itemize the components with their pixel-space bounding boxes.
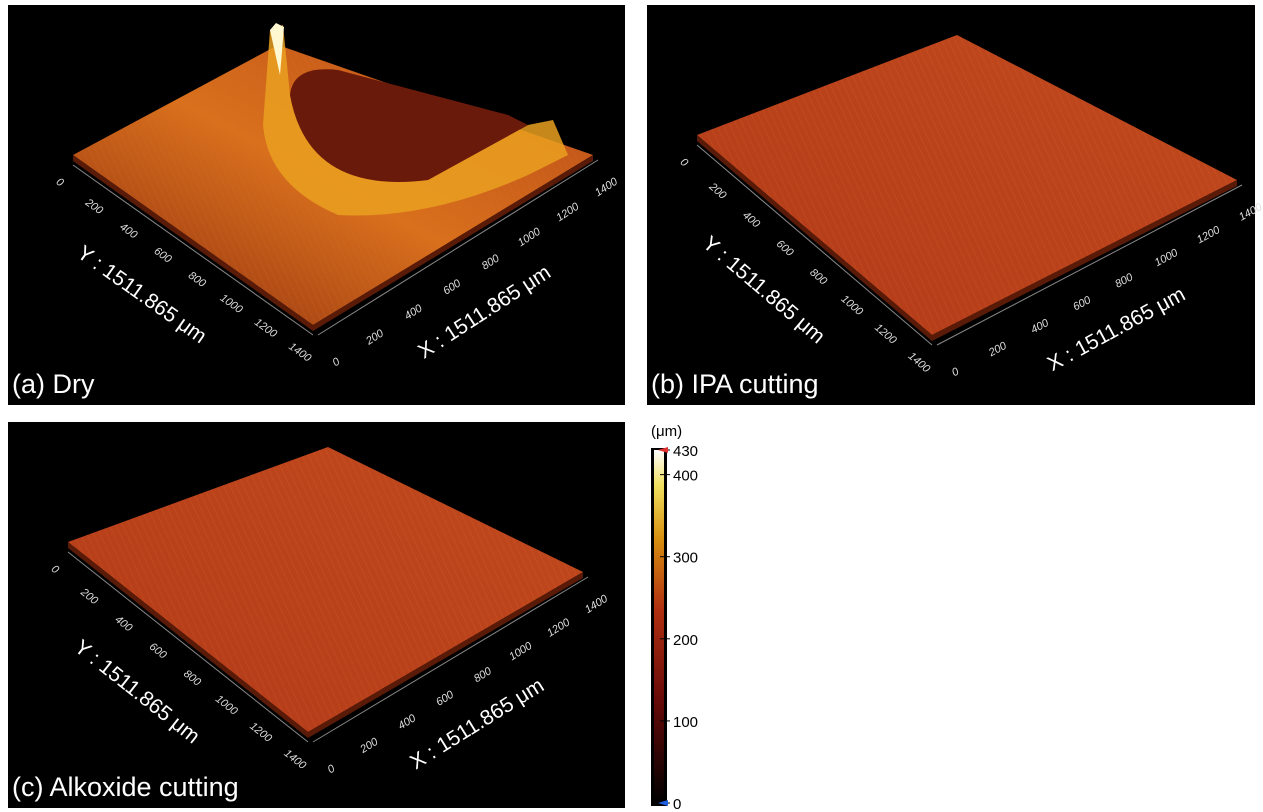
colorbar-gradient [654,450,664,803]
colorbar-tick-label: 430 [673,443,698,460]
colorbar-tick-label: 0 [673,796,681,812]
colorbar-tick-label: 100 [673,714,698,731]
figure: 0200400600800100012001400020040060080010… [0,0,1263,812]
colorbar-tick-label: 200 [673,632,698,649]
panel-label: (c) Alkoxide cutting [12,772,239,802]
colorbar-tick-label: 300 [673,550,698,567]
panel-label: (b) IPA cutting [651,369,819,399]
panel-label: (a) Dry [12,369,95,399]
colorbar-tick-label: 400 [673,468,698,485]
colorbar-unit: (μm) [651,423,682,440]
